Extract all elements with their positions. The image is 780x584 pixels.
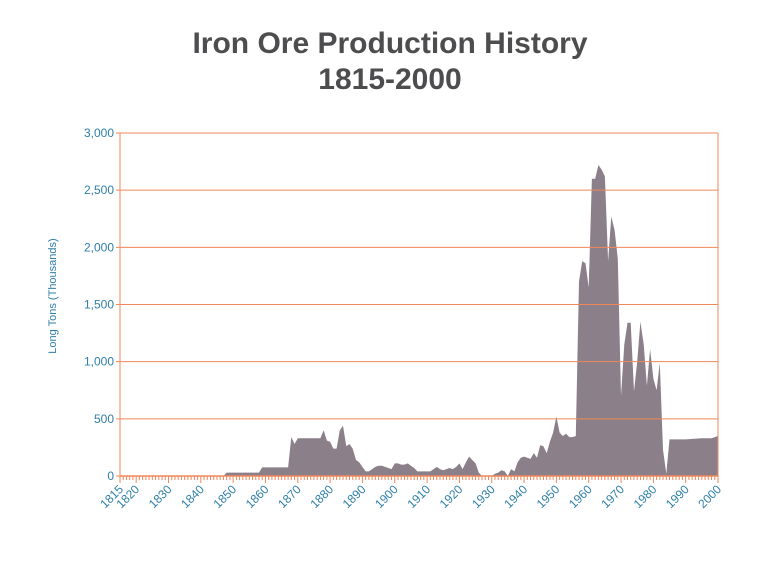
- x-tick-label: 1940: [501, 482, 530, 511]
- x-tick-label: 1990: [663, 482, 692, 511]
- x-tick-label: 1840: [178, 482, 207, 511]
- y-tick-label: 1,000: [84, 355, 114, 369]
- x-tick-label: 1980: [631, 482, 660, 511]
- production-area: [120, 165, 718, 476]
- x-tick-label: 1880: [307, 482, 336, 511]
- x-tick-label: 1970: [598, 482, 627, 511]
- y-tick-label: 3,000: [84, 126, 114, 140]
- x-tick-label: 1870: [275, 482, 304, 511]
- x-tick-label: 1930: [469, 482, 498, 511]
- x-tick-label: 2000: [695, 482, 724, 511]
- y-tick-label: 0: [107, 469, 114, 483]
- x-tick-label: 1920: [437, 482, 466, 511]
- x-tick-label: 1830: [146, 482, 175, 511]
- x-tick-label: 1960: [566, 482, 595, 511]
- y-tick-label: 2,000: [84, 240, 114, 254]
- subtitle-line: 1815-2000: [318, 63, 462, 96]
- x-tick-label: 1850: [210, 482, 239, 511]
- y-tick-label: 1,500: [84, 298, 114, 312]
- x-tick-label: 1950: [534, 482, 563, 511]
- x-tick-label: 1890: [340, 482, 369, 511]
- x-tick-label: 1900: [372, 482, 401, 511]
- y-tick-label: 2,500: [84, 183, 114, 197]
- title-line: Iron Ore Production History: [192, 27, 588, 60]
- x-tick-label: 1860: [243, 482, 272, 511]
- x-tick-label: 1910: [404, 482, 433, 511]
- y-tick-label: 500: [94, 412, 114, 426]
- chart-title: Iron Ore Production History 1815-2000: [0, 26, 780, 98]
